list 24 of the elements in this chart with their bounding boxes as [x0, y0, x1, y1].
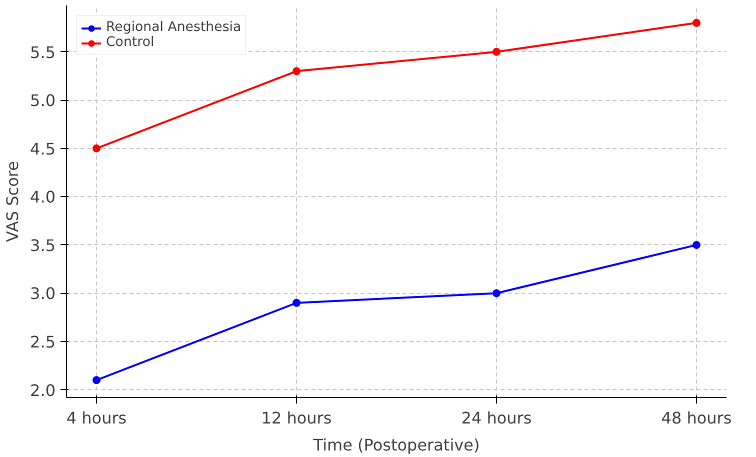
- point: [492, 289, 500, 298]
- x-tick-label: 4 hours: [66, 408, 127, 428]
- point: [92, 376, 100, 384]
- legend-label: Regional Anesthesia: [106, 20, 242, 35]
- y-tick-label: 4.0: [30, 188, 56, 207]
- point: [692, 18, 700, 27]
- point: [692, 240, 700, 249]
- x-tick-label: 48 hours: [661, 408, 732, 428]
- y-axis-title: VAS Score: [3, 161, 22, 242]
- x-axis-title: Time (Postoperative): [312, 436, 480, 454]
- y-tick-label: 5.0: [30, 91, 56, 110]
- point: [492, 48, 500, 56]
- y-tick-label: 3.0: [30, 284, 56, 304]
- point: [92, 144, 100, 152]
- y-tick-label: 2.0: [30, 380, 56, 400]
- legend-label: Control: [106, 35, 154, 50]
- x-tick-label: 12 hours: [261, 408, 332, 428]
- y-tick-label: 4.5: [30, 139, 56, 158]
- y-tick-label: 5.5: [30, 42, 56, 62]
- y-tick-label: 2.5: [30, 332, 56, 352]
- x-tick-label: 24 hours: [461, 408, 532, 428]
- y-tick-label: 3.5: [30, 236, 56, 255]
- point: [292, 67, 300, 76]
- point: [292, 298, 300, 307]
